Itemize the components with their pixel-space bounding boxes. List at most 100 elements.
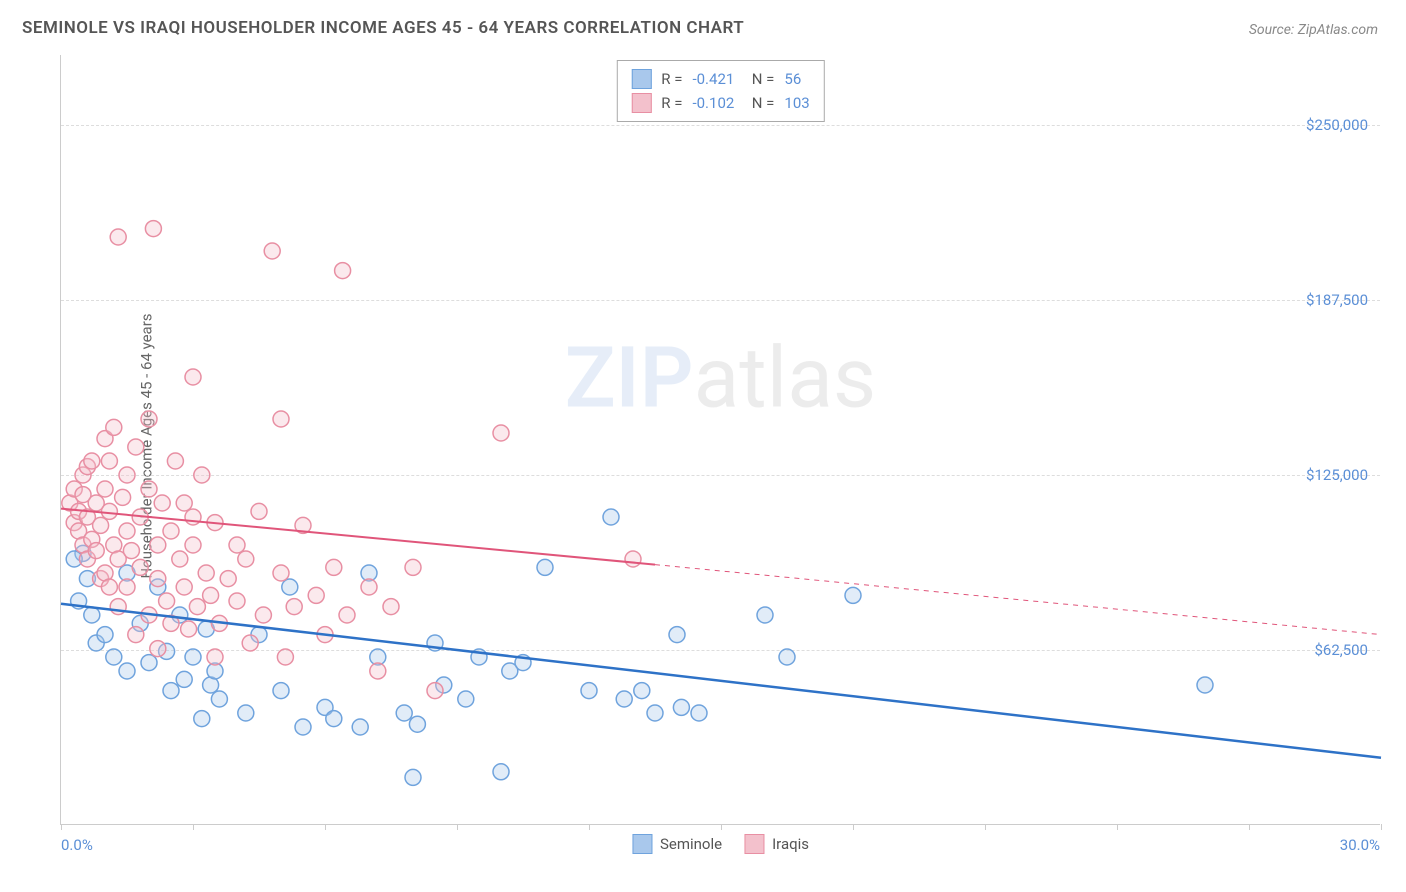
data-point xyxy=(119,467,135,483)
x-tick xyxy=(457,824,458,830)
data-point xyxy=(264,243,280,259)
data-point xyxy=(84,453,100,469)
data-point xyxy=(405,769,421,785)
data-point xyxy=(176,495,192,511)
data-point xyxy=(1197,677,1213,693)
data-point xyxy=(119,579,135,595)
data-point xyxy=(537,559,553,575)
data-point xyxy=(616,691,632,707)
data-point xyxy=(106,419,122,435)
data-point xyxy=(427,683,443,699)
data-point xyxy=(845,587,861,603)
legend-r-value-0: -0.421 xyxy=(692,70,734,88)
legend-top-row-0: R = -0.421 N = 56 xyxy=(631,67,809,91)
data-point xyxy=(229,593,245,609)
legend-top: R = -0.421 N = 56 R = -0.102 N = 103 xyxy=(616,60,824,122)
legend-n-value-1: 103 xyxy=(784,94,809,112)
data-point xyxy=(326,559,342,575)
data-point xyxy=(88,543,104,559)
data-point xyxy=(176,579,192,595)
x-tick xyxy=(589,824,590,830)
legend-bottom-item-0: Seminole xyxy=(632,834,722,854)
legend-top-row-1: R = -0.102 N = 103 xyxy=(631,91,809,115)
data-point xyxy=(101,579,117,595)
data-point xyxy=(194,467,210,483)
data-point xyxy=(691,705,707,721)
x-min-label: 0.0% xyxy=(61,836,93,854)
data-point xyxy=(101,453,117,469)
data-point xyxy=(273,565,289,581)
data-point xyxy=(352,719,368,735)
data-point xyxy=(282,579,298,595)
legend-n-value-0: 56 xyxy=(784,70,801,88)
data-point xyxy=(154,495,170,511)
x-tick xyxy=(193,824,194,830)
data-point xyxy=(141,655,157,671)
legend-n-label-1: N = xyxy=(744,94,774,112)
data-point xyxy=(106,649,122,665)
data-point xyxy=(242,635,258,651)
data-point xyxy=(128,627,144,643)
data-point xyxy=(308,587,324,603)
x-tick xyxy=(853,824,854,830)
data-point xyxy=(163,683,179,699)
data-point xyxy=(273,411,289,427)
x-tick xyxy=(1249,824,1250,830)
data-point xyxy=(172,551,188,567)
data-point xyxy=(101,503,117,519)
data-point xyxy=(97,481,113,497)
legend-r-value-1: -0.102 xyxy=(692,94,734,112)
data-point xyxy=(198,565,214,581)
legend-bottom-label-1: Iraqis xyxy=(772,835,809,853)
x-tick xyxy=(985,824,986,830)
data-point xyxy=(326,711,342,727)
legend-bottom: Seminole Iraqis xyxy=(632,834,809,854)
data-point xyxy=(409,716,425,732)
legend-bottom-swatch-0 xyxy=(632,834,652,854)
data-point xyxy=(458,691,474,707)
trend-line xyxy=(61,604,1381,758)
data-point xyxy=(150,571,166,587)
data-point xyxy=(634,683,650,699)
data-point xyxy=(211,691,227,707)
data-point xyxy=(84,607,100,623)
data-point xyxy=(194,711,210,727)
data-point xyxy=(185,649,201,665)
data-point xyxy=(203,587,219,603)
data-point xyxy=(251,503,267,519)
data-point xyxy=(335,263,351,279)
data-point xyxy=(128,439,144,455)
scatter-svg xyxy=(61,55,1380,824)
x-max-label: 30.0% xyxy=(1340,836,1380,854)
data-point xyxy=(207,649,223,665)
data-point xyxy=(97,627,113,643)
legend-swatch-1 xyxy=(631,93,651,113)
data-point xyxy=(141,481,157,497)
plot-area: ZIPatlas $62,500$125,000$187,500$250,000… xyxy=(60,55,1380,825)
legend-r-label-0: R = xyxy=(661,70,682,88)
data-point xyxy=(779,649,795,665)
data-point xyxy=(273,683,289,699)
data-point xyxy=(673,699,689,715)
legend-bottom-swatch-1 xyxy=(744,834,764,854)
data-point xyxy=(119,663,135,679)
data-point xyxy=(295,719,311,735)
data-point xyxy=(757,607,773,623)
legend-r-label-1: R = xyxy=(661,94,682,112)
data-point xyxy=(93,517,109,533)
data-point xyxy=(119,523,135,539)
data-point xyxy=(383,599,399,615)
data-point xyxy=(396,705,412,721)
legend-bottom-label-0: Seminole xyxy=(660,835,722,853)
data-point xyxy=(185,509,201,525)
data-point xyxy=(181,621,197,637)
data-point xyxy=(286,599,302,615)
chart-title: SEMINOLE VS IRAQI HOUSEHOLDER INCOME AGE… xyxy=(22,18,744,38)
legend-swatch-0 xyxy=(631,69,651,89)
data-point xyxy=(603,509,619,525)
data-point xyxy=(647,705,663,721)
data-point xyxy=(189,599,205,615)
data-point xyxy=(493,425,509,441)
legend-n-label-0: N = xyxy=(744,70,774,88)
data-point xyxy=(361,579,377,595)
